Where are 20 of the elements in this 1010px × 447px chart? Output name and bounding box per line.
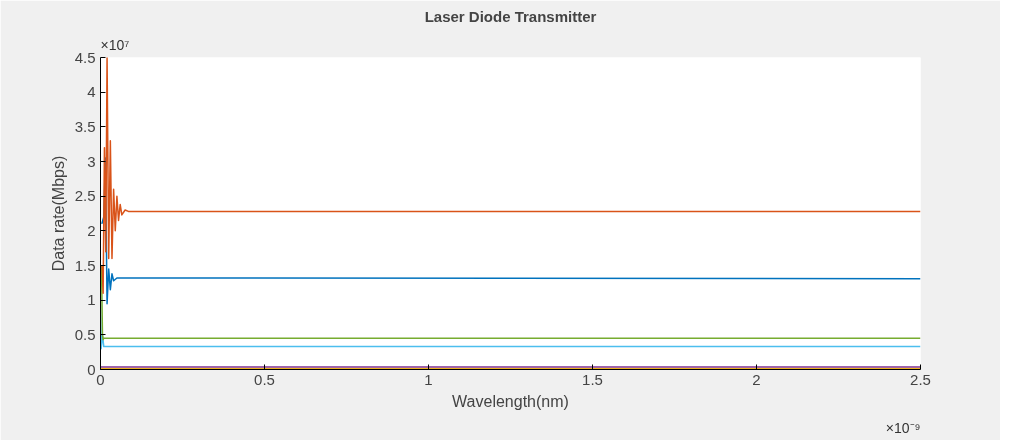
x-tick-label: 0.5 — [254, 370, 275, 388]
y-tick-label: 2 — [87, 221, 96, 239]
line-series — [101, 57, 921, 294]
y-tick-label: 2.5 — [74, 187, 96, 205]
y-tick-label: 4 — [87, 83, 96, 101]
y-tick-label: 1 — [87, 291, 96, 309]
y-tick-label: 1.5 — [74, 256, 96, 274]
x-tick-label: 2.5 — [910, 370, 931, 388]
x-tick-label: 2 — [752, 370, 761, 388]
y-tick-label: 4.5 — [74, 48, 96, 66]
y-tick-label: 3 — [87, 152, 96, 170]
y-tick-label: 3.5 — [74, 117, 96, 135]
y-tick-label: 0.5 — [74, 325, 96, 343]
text: ×10⁻⁹ — [885, 419, 921, 436]
x-tick-label: 1.5 — [582, 370, 603, 388]
y-axis-title: Data rate(Mbps) — [49, 155, 67, 272]
text: ×10⁷ — [100, 36, 130, 53]
x-axis-title: Wavelength(nm) — [452, 392, 569, 410]
chart-title: Laser Diode Transmitter — [424, 7, 597, 25]
x-tick-label: 1 — [424, 370, 433, 388]
